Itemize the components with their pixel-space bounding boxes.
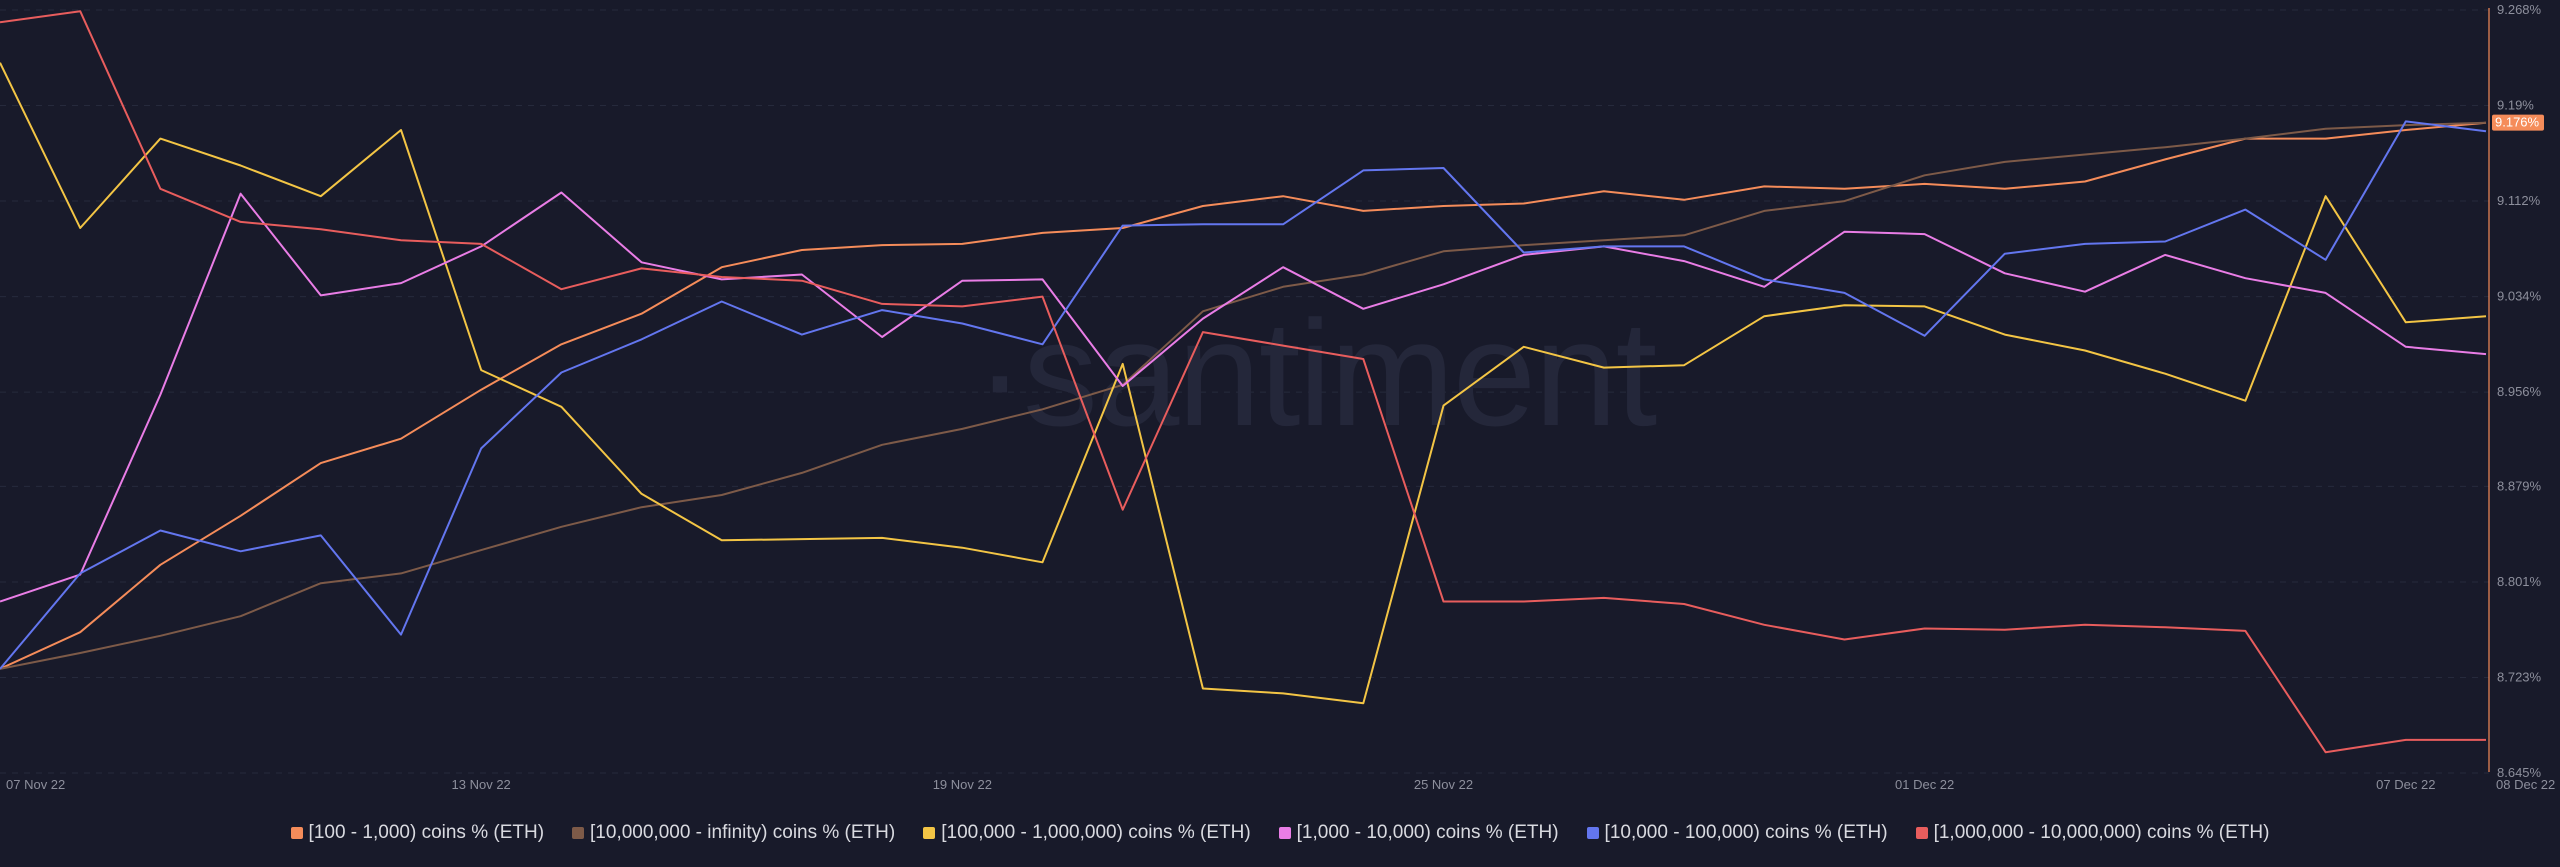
y-tick-label: 8.956% bbox=[2497, 384, 2542, 399]
x-tick-label: 01 Dec 22 bbox=[1895, 777, 1954, 792]
legend: [100 - 1,000) coins % (ETH) [10,000,000 … bbox=[0, 818, 2560, 848]
current-value-label: 9.176% bbox=[2495, 115, 2540, 130]
x-tick-label: 19 Nov 22 bbox=[933, 777, 992, 792]
y-tick-label: 9.19% bbox=[2497, 98, 2534, 113]
series-line-0 bbox=[0, 121, 2487, 670]
y-tick-label: 9.112% bbox=[2497, 193, 2541, 208]
legend-swatch bbox=[923, 827, 936, 839]
legend-label: [10,000,000 - infinity) coins % (ETH) bbox=[590, 822, 896, 843]
x-tick-label: 13 Nov 22 bbox=[452, 777, 511, 792]
legend-swatch bbox=[290, 827, 303, 839]
legend-item-10m-infinity[interactable]: [10,000,000 - infinity) coins % (ETH) bbox=[572, 822, 895, 844]
legend-item-10000-100000[interactable]: [10,000 - 100,000) coins % (ETH) bbox=[1586, 822, 1888, 844]
legend-label: [100 - 1,000) coins % (ETH) bbox=[308, 822, 545, 843]
legend-item-100-1000[interactable]: [100 - 1,000) coins % (ETH) bbox=[290, 822, 545, 844]
y-tick-label: 9.268% bbox=[2497, 2, 2542, 17]
series-line-1 bbox=[0, 121, 2487, 670]
watermark: ·santiment bbox=[975, 289, 1657, 457]
legend-swatch bbox=[1915, 827, 1928, 839]
legend-swatch bbox=[1586, 827, 1599, 839]
legend-label: [1,000 - 10,000) coins % (ETH) bbox=[1296, 822, 1559, 843]
y-axis-ticks: 9.268% 9.19% 9.112% 9.034% 8.956% 8.879% 8.801… bbox=[2497, 2, 2542, 780]
y-tick-label: 8.723% bbox=[2497, 669, 2542, 684]
series-line-3 bbox=[0, 191, 2487, 603]
series-line-2 bbox=[0, 62, 2487, 705]
legend-swatch bbox=[1278, 827, 1291, 839]
legend-label: [10,000 - 100,000) coins % (ETH) bbox=[1604, 822, 1888, 843]
legend-swatch bbox=[572, 827, 585, 839]
legend-label: [1,000,000 - 10,000,000) coins % (ETH) bbox=[1933, 822, 2270, 843]
series-lines bbox=[0, 10, 2487, 754]
y-tick-label: 8.879% bbox=[2497, 478, 2542, 493]
x-axis-ticks: 07 Nov 22 13 Nov 22 19 Nov 22 25 Nov 22 01 D… bbox=[6, 777, 2555, 792]
x-tick-label: 07 Dec 22 bbox=[2376, 777, 2435, 792]
legend-item-100k-1m[interactable]: [100,000 - 1,000,000) coins % (ETH) bbox=[923, 822, 1251, 844]
y-tick-label: 8.801% bbox=[2497, 574, 2542, 589]
series-line-4 bbox=[0, 120, 2487, 670]
y-tick-label: 9.034% bbox=[2497, 289, 2542, 304]
legend-label: [100,000 - 1,000,000) coins % (ETH) bbox=[941, 822, 1251, 843]
legend-item-1m-10m[interactable]: [1,000,000 - 10,000,000) coins % (ETH) bbox=[1915, 822, 2270, 844]
series-line-5 bbox=[0, 10, 2486, 754]
current-value-badge: 9.176% bbox=[2492, 114, 2544, 131]
x-tick-label: 25 Nov 22 bbox=[1414, 777, 1473, 792]
x-tick-label: 08 Dec 22 bbox=[2496, 777, 2555, 792]
legend-item-1000-10000[interactable]: [1,000 - 10,000) coins % (ETH) bbox=[1278, 822, 1559, 844]
y-tick-label: 8.645% bbox=[2497, 765, 2542, 780]
x-tick-label: 07 Nov 22 bbox=[6, 777, 65, 792]
